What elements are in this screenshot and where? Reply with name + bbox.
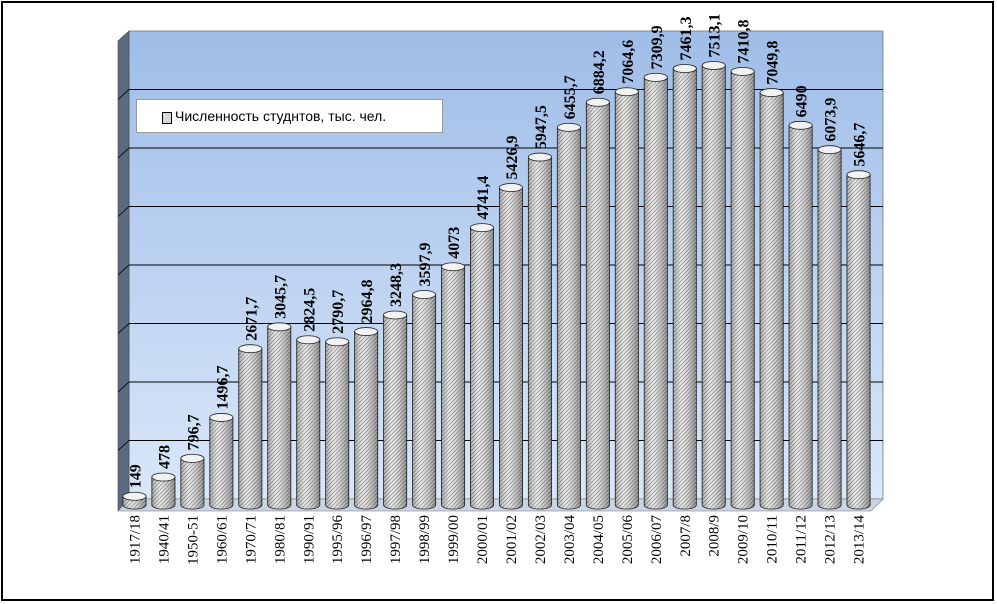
gridline-side: [117, 440, 130, 451]
bar: [498, 183, 523, 510]
bar: [151, 472, 176, 510]
gridline-side: [117, 206, 130, 217]
bar: [180, 453, 205, 510]
bar: [672, 64, 697, 510]
category-label: 2009/10: [736, 515, 752, 564]
category-label: 1940/41: [156, 515, 172, 564]
bar: [788, 120, 813, 510]
category-label: 2011/12: [794, 515, 810, 564]
bar: [325, 337, 350, 510]
value-label: 3045,7: [272, 275, 289, 319]
bar: [614, 87, 639, 510]
value-label: 796,7: [185, 414, 202, 450]
bar: [527, 152, 552, 510]
gridline-side: [117, 147, 130, 159]
bar: [585, 97, 610, 510]
legend-label: Численность студнтов, тыс. чел.: [175, 108, 387, 124]
bar: [817, 145, 842, 510]
legend-swatch: [162, 112, 172, 124]
bar: [441, 262, 466, 510]
gridline-side: [117, 323, 130, 334]
value-label: 7064,6: [620, 40, 637, 84]
value-label: 7410,8: [736, 19, 753, 63]
category-label: 2010/11: [765, 515, 781, 564]
value-label: 2824,5: [301, 288, 318, 332]
bar: [209, 413, 234, 510]
value-label: 5947,5: [533, 105, 550, 149]
value-label: 4073: [446, 227, 463, 259]
value-label: 6884,2: [591, 50, 608, 94]
bar: [643, 72, 668, 510]
category-label: 1995/96: [330, 515, 346, 565]
category-label: 2008/9: [707, 515, 723, 557]
category-label: 2002/03: [533, 515, 549, 564]
value-labels: 149 478 796,7 1496,7 2671,7 3045,7 2824,5 2790,…: [127, 13, 868, 488]
gridline-side: [117, 89, 130, 100]
category-label: 1960/61: [214, 515, 230, 564]
bar: [383, 310, 408, 510]
category-labels: 1917/18 1940/41 1950-51 1960/61 1970/71 1980/…: [127, 515, 867, 565]
value-label: 4741,4: [475, 176, 492, 220]
bar: [296, 335, 321, 510]
gridline-side: [117, 264, 130, 276]
category-label: 2007/8: [678, 515, 694, 557]
bars: [122, 61, 871, 510]
bar: [267, 322, 292, 510]
value-label: 7309,9: [649, 25, 666, 69]
bar: [730, 67, 755, 510]
value-label: 2964,8: [359, 280, 376, 324]
category-label: 2003/04: [562, 515, 578, 565]
value-label: 478: [156, 445, 173, 469]
value-label: 1496,7: [214, 365, 231, 409]
value-label: 2790,7: [330, 290, 347, 334]
value-label: 5426,9: [504, 136, 521, 180]
value-label: 3248,3: [388, 263, 405, 307]
category-label: 2012/13: [823, 515, 839, 564]
value-label: 3597,9: [417, 243, 434, 287]
value-label: 7049,8: [765, 41, 782, 85]
category-label: 2005/06: [620, 515, 636, 565]
bar: [122, 491, 147, 510]
category-label: 2006/07: [649, 515, 665, 565]
bar-chart: 149 478 796,7 1496,7 2671,7 3045,7 2824,5 2790,…: [117, 13, 884, 565]
side-wall: [117, 30, 130, 512]
category-label: 1970/71: [243, 515, 259, 564]
bar: [759, 88, 784, 510]
category-label: 1950-51: [185, 515, 201, 565]
value-label: 7461,3: [678, 17, 695, 61]
value-label: 7513,1: [707, 13, 724, 57]
category-label: 2001/02: [504, 515, 520, 564]
category-label: 2004/05: [591, 515, 607, 564]
value-label: 6455,7: [562, 75, 579, 119]
category-label: 1997/98: [388, 515, 404, 564]
value-label: 2671,7: [243, 297, 260, 341]
category-label: 2013/14: [852, 515, 868, 565]
value-label: 5646,7: [852, 123, 869, 167]
value-label: 149: [127, 464, 144, 488]
value-label: 6073,9: [823, 98, 840, 142]
category-label: 1917/18: [127, 515, 143, 564]
bar: [556, 122, 581, 510]
category-label: 2000/01: [475, 515, 491, 564]
legend: Численность студнтов, тыс. чел.: [136, 99, 443, 133]
bar: [701, 61, 726, 510]
category-label: 1999/00: [446, 515, 462, 564]
category-label: 1996/97: [359, 515, 375, 565]
bar: [238, 344, 263, 510]
gridline-side: [117, 381, 130, 393]
category-label: 1980/81: [272, 515, 288, 564]
bar: [354, 327, 379, 510]
bar: [412, 290, 437, 510]
value-label: 6490: [794, 85, 811, 117]
bar: [470, 223, 495, 510]
category-label: 1990/91: [301, 515, 317, 564]
category-label: 1998/99: [417, 515, 433, 564]
bar: [846, 170, 871, 510]
